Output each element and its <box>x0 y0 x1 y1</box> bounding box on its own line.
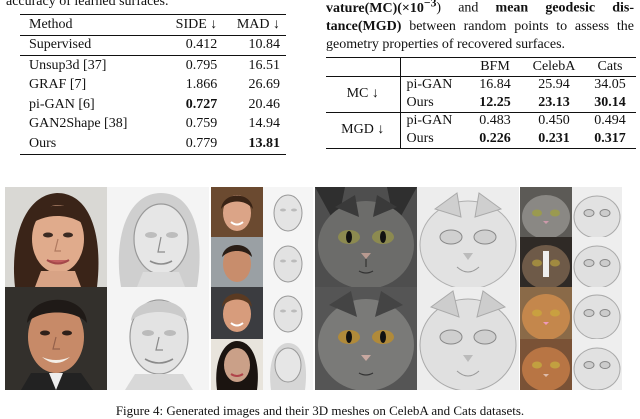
table2-cell-value: 25.94 <box>524 75 584 94</box>
table1-row: Ours 0.779 13.81 <box>20 134 286 155</box>
table2-header-celeba: CelebA <box>524 57 584 76</box>
table1-header-method: Method <box>20 14 162 35</box>
table1-row-supervised: Supervised 0.412 10.84 <box>20 34 286 56</box>
table1-cell-side: 0.412 <box>161 34 222 56</box>
table2-header-row: BFM CelebA Cats <box>326 57 636 76</box>
caption-text-2: between random points to assess the geom… <box>326 18 634 52</box>
table1-row: GAN2Shape [38] 0.759 14.94 <box>20 115 286 135</box>
caption-exponent: −3 <box>423 0 437 9</box>
generated-cat-image <box>315 187 417 287</box>
caption-bold-2: mean geodesic dis-tance(MGD) <box>326 0 634 34</box>
table2-metric-mc: MC ↓ <box>326 75 401 112</box>
generated-cat-image <box>520 287 572 339</box>
table2-cell-value-best: 23.13 <box>538 94 570 110</box>
generated-cat-image <box>520 339 572 390</box>
table1-row: Unsup3d [37] 0.795 16.51 <box>20 55 286 76</box>
table1-cell-side: 0.759 <box>185 116 218 132</box>
table2-row: MC ↓ pi-GAN 16.84 25.94 34.05 <box>326 75 636 112</box>
table1-cell-mad: 26.69 <box>248 77 281 93</box>
table2-cell-value: 34.05 <box>584 75 636 94</box>
face-mesh-render <box>263 187 313 237</box>
face-mesh-render <box>107 287 209 390</box>
generated-face-image <box>211 237 263 287</box>
table1-cell-mad: 14.94 <box>248 116 281 132</box>
table1-cell-side: 1.866 <box>185 77 218 93</box>
face-mesh-render <box>263 237 313 287</box>
table1-row: GRAF [7] 1.866 26.69 <box>20 76 286 96</box>
face-mesh-render <box>263 339 313 390</box>
table2-cell-value-best: 0.231 <box>524 130 584 149</box>
table1-cell-mad: 20.46 <box>248 96 281 112</box>
table2-cell-value-best: 0.226 <box>466 130 524 149</box>
table2-row: Ours 12.25 23.13 30.14 <box>326 94 636 112</box>
table2-cell-value: 0.450 <box>524 111 584 130</box>
table2-cell-value-best: 12.25 <box>479 94 511 110</box>
cat-mesh-render <box>417 187 519 287</box>
table2-caption: vature(MC)(×10−3) and mean geodesic dis-… <box>326 0 634 54</box>
table2-cell-method: pi-GAN <box>400 111 466 130</box>
table1-header-mad: MAD ↓ <box>221 14 286 35</box>
table2-header-empty <box>326 57 401 76</box>
table1-cell-method: Unsup3d [37] <box>20 55 162 76</box>
table2-cell-method: pi-GAN <box>400 75 466 94</box>
table1-header-side: SIDE ↓ <box>161 14 222 35</box>
table1-cell-side-best: 0.727 <box>185 96 218 112</box>
table1-cell-mad: 16.51 <box>221 55 286 76</box>
caption-text-1: ) and <box>436 0 496 16</box>
table2-row: MGD ↓ pi-GAN 0.483 0.450 0.494 <box>326 111 636 149</box>
generated-face-image <box>211 187 263 237</box>
table2-header-empty <box>400 57 466 76</box>
face-mesh-render <box>107 187 209 287</box>
generated-cat-image <box>315 287 417 390</box>
table2-cell-value: 0.483 <box>466 111 524 130</box>
table2-cell-value: 0.494 <box>584 111 636 130</box>
table1-caption: accuracy of learned surfaces. <box>6 0 169 9</box>
table2-cell-value-best: 30.14 <box>594 94 626 110</box>
figure-caption: Figure 4: Generated images and their 3D … <box>115 403 525 418</box>
table2-cell-value: 16.84 <box>466 75 524 94</box>
table1-cell-method: Supervised <box>20 34 162 56</box>
table-surface-accuracy: Method SIDE ↓ MAD ↓ Supervised 0.412 10.… <box>20 14 286 155</box>
generated-face-image <box>211 339 263 390</box>
table1-header-row: Method SIDE ↓ MAD ↓ <box>20 14 286 35</box>
cat-mesh-render <box>572 187 622 237</box>
cat-mesh-render <box>572 287 622 339</box>
face-mesh-render <box>263 287 313 339</box>
generated-face-image <box>5 187 107 287</box>
table1-cell-side: 0.779 <box>161 134 222 155</box>
table2-cell-method: Ours <box>400 130 466 149</box>
table2-row: Ours 0.226 0.231 0.317 <box>326 130 636 149</box>
cat-mesh-render <box>417 287 519 390</box>
table2-header-cats: Cats <box>584 57 636 76</box>
table-curvature-geodesic: BFM CelebA Cats MC ↓ pi-GAN 16.84 25.94 … <box>326 57 636 149</box>
table1-cell-method: Ours <box>20 134 162 155</box>
table2-cell-method: Ours <box>406 94 434 110</box>
generated-cat-image <box>520 187 572 237</box>
table1-cell-mad: 10.84 <box>221 34 286 56</box>
table2-metric-mgd: MGD ↓ <box>326 111 401 149</box>
generated-face-image <box>5 287 107 390</box>
table1-cell-side: 0.795 <box>161 55 222 76</box>
generated-face-image <box>211 287 263 339</box>
cat-mesh-render <box>572 237 622 287</box>
caption-bold-1: vature(MC)(×10 <box>326 0 424 16</box>
table1-cell-method: GAN2Shape [38] <box>29 116 128 132</box>
table1-cell-mad-best: 13.81 <box>221 134 286 155</box>
generated-cat-image <box>520 237 572 287</box>
table1-row: pi-GAN [6] 0.727 20.46 <box>20 95 286 115</box>
table1-cell-method: GRAF [7] <box>29 77 87 93</box>
cat-mesh-render <box>572 339 622 390</box>
table2-header-bfm: BFM <box>466 57 524 76</box>
table1-cell-method: pi-GAN [6] <box>29 96 95 112</box>
table2-cell-value-best: 0.317 <box>584 130 636 149</box>
